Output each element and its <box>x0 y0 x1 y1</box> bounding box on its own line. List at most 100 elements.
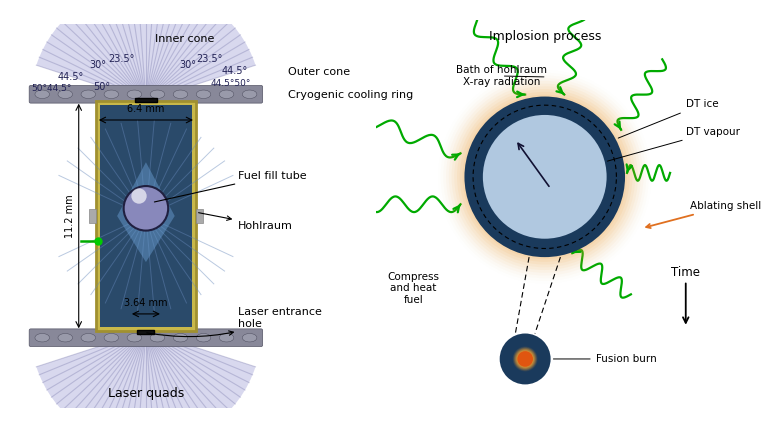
Circle shape <box>473 105 616 248</box>
Circle shape <box>487 119 602 235</box>
Circle shape <box>519 353 531 365</box>
Circle shape <box>522 356 528 362</box>
Circle shape <box>520 152 569 201</box>
Text: Inner cone: Inner cone <box>154 34 214 44</box>
Circle shape <box>519 353 531 365</box>
Circle shape <box>500 334 551 384</box>
FancyBboxPatch shape <box>96 101 196 331</box>
Text: Compress
and heat
fuel: Compress and heat fuel <box>388 272 439 305</box>
Text: 30°: 30° <box>180 60 197 70</box>
Circle shape <box>479 111 611 243</box>
FancyBboxPatch shape <box>196 209 203 223</box>
Circle shape <box>531 163 558 191</box>
Circle shape <box>460 92 630 262</box>
Circle shape <box>516 349 535 368</box>
Text: Laser entrance
hole: Laser entrance hole <box>147 307 322 337</box>
Ellipse shape <box>220 90 233 98</box>
Circle shape <box>471 103 619 251</box>
Ellipse shape <box>174 90 187 98</box>
Circle shape <box>476 108 614 245</box>
Text: 23.5°: 23.5° <box>108 54 134 64</box>
Circle shape <box>515 349 535 369</box>
Circle shape <box>525 358 526 359</box>
Text: 50°44.5°: 50°44.5° <box>31 84 72 93</box>
Text: 23.5°: 23.5° <box>196 54 223 64</box>
Circle shape <box>511 144 578 210</box>
Circle shape <box>465 96 625 257</box>
Circle shape <box>542 174 548 180</box>
FancyBboxPatch shape <box>135 98 157 102</box>
Circle shape <box>517 351 533 367</box>
Ellipse shape <box>104 334 118 342</box>
Circle shape <box>514 348 536 370</box>
Circle shape <box>483 115 607 239</box>
Text: Laser quads: Laser quads <box>108 387 184 400</box>
Text: 44.5°50°: 44.5°50° <box>210 79 250 88</box>
Ellipse shape <box>243 334 257 342</box>
Ellipse shape <box>81 334 96 342</box>
Text: Time: Time <box>671 266 700 279</box>
Text: DT ice: DT ice <box>618 99 718 138</box>
Circle shape <box>506 138 583 215</box>
Circle shape <box>457 89 633 264</box>
Circle shape <box>520 354 530 364</box>
Text: 6.4 mm: 6.4 mm <box>127 104 164 114</box>
Circle shape <box>523 357 527 361</box>
Ellipse shape <box>58 334 72 342</box>
Circle shape <box>495 127 594 226</box>
Text: 3.64 mm: 3.64 mm <box>124 298 167 308</box>
Circle shape <box>465 97 624 256</box>
Circle shape <box>521 355 529 363</box>
Text: Implosion process: Implosion process <box>488 30 601 43</box>
Text: Fuel fill tube: Fuel fill tube <box>154 171 306 202</box>
Circle shape <box>501 133 588 221</box>
FancyBboxPatch shape <box>89 209 96 223</box>
Text: Cryogenic cooling ring: Cryogenic cooling ring <box>288 90 413 100</box>
FancyBboxPatch shape <box>100 105 192 327</box>
Wedge shape <box>36 0 256 101</box>
Text: 44.5°: 44.5° <box>221 66 247 76</box>
Ellipse shape <box>151 334 164 342</box>
Circle shape <box>462 95 627 259</box>
Circle shape <box>537 168 553 185</box>
Circle shape <box>515 147 575 207</box>
Text: Bath of hohlraum
X-ray radiation: Bath of hohlraum X-ray radiation <box>456 65 547 87</box>
Circle shape <box>504 136 586 218</box>
Text: 44.5°: 44.5° <box>58 72 84 82</box>
Ellipse shape <box>220 334 233 342</box>
Text: Hohlraum: Hohlraum <box>199 213 293 231</box>
Circle shape <box>516 350 534 368</box>
Ellipse shape <box>81 90 96 98</box>
Circle shape <box>539 172 550 182</box>
Ellipse shape <box>243 90 257 98</box>
Ellipse shape <box>127 334 141 342</box>
Circle shape <box>482 114 607 240</box>
Text: 50°: 50° <box>93 83 111 92</box>
Circle shape <box>131 188 147 204</box>
Ellipse shape <box>58 90 72 98</box>
Circle shape <box>518 352 532 366</box>
Circle shape <box>524 358 526 360</box>
Circle shape <box>452 84 638 270</box>
Circle shape <box>518 149 572 204</box>
Circle shape <box>523 356 528 362</box>
Circle shape <box>518 351 533 367</box>
Polygon shape <box>117 162 174 262</box>
Circle shape <box>523 155 567 199</box>
Circle shape <box>490 122 600 232</box>
Text: 30°: 30° <box>89 60 107 70</box>
Ellipse shape <box>35 334 49 342</box>
Text: DT vapour: DT vapour <box>607 127 740 161</box>
Circle shape <box>509 141 581 213</box>
Circle shape <box>492 125 597 229</box>
Circle shape <box>124 186 168 231</box>
FancyBboxPatch shape <box>29 329 263 346</box>
FancyBboxPatch shape <box>29 86 263 103</box>
Ellipse shape <box>197 90 210 98</box>
Circle shape <box>525 158 564 196</box>
Circle shape <box>468 100 621 254</box>
Wedge shape <box>36 331 256 432</box>
Circle shape <box>528 160 561 193</box>
Circle shape <box>521 355 530 363</box>
Circle shape <box>454 86 635 267</box>
